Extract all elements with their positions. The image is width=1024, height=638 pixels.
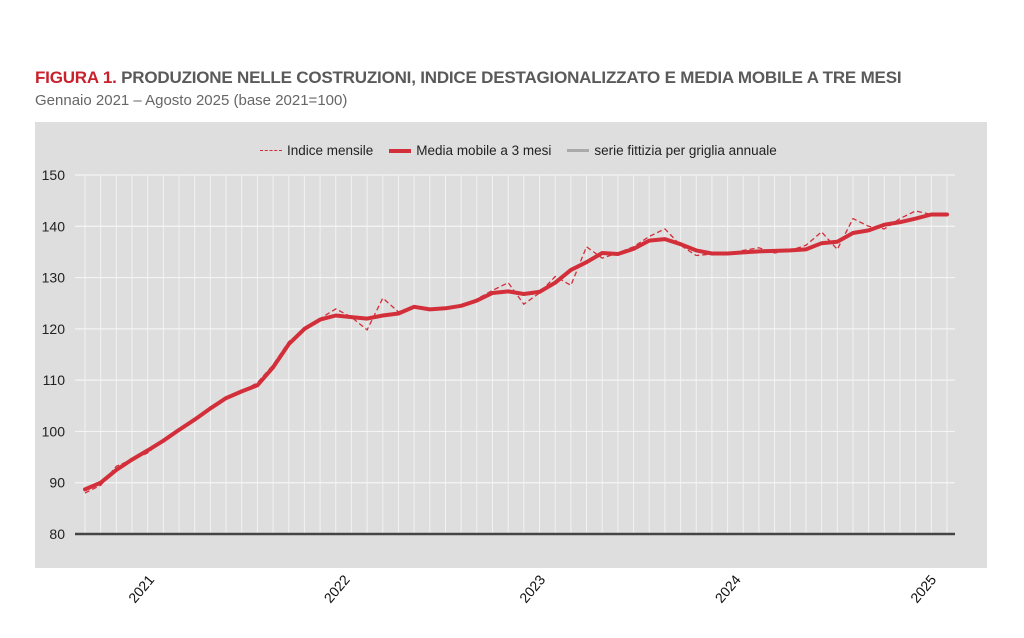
y-tick-label: 80	[49, 526, 65, 542]
legend-label: serie fittizia per griglia annuale	[594, 143, 777, 158]
y-tick-label: 110	[43, 372, 66, 388]
x-tick-label: 2022	[321, 571, 353, 605]
figure-number: FIGURA 1.	[35, 68, 117, 87]
x-tick-label: 2021	[125, 571, 157, 605]
y-tick-label: 130	[42, 270, 66, 286]
chart-subtitle: Gennaio 2021 – Agosto 2025 (base 2021=10…	[35, 92, 348, 109]
legend-item-monthly: Indice mensile	[260, 143, 373, 158]
y-tick-label: 150	[42, 167, 66, 183]
legend-swatch-dashed	[260, 150, 282, 151]
legend: Indice mensile Media mobile a 3 mesi ser…	[260, 143, 777, 158]
series-line-monthly-index	[84, 210, 948, 494]
chart-panel	[35, 122, 987, 568]
y-tick-label: 120	[42, 321, 66, 337]
legend-swatch-solid	[389, 148, 412, 153]
x-tick-label: 2023	[516, 571, 548, 605]
legend-swatch-gray	[567, 149, 590, 152]
title-text: PRODUZIONE NELLE COSTRUZIONI, INDICE DES…	[121, 68, 902, 87]
legend-item-moving-average: Media mobile a 3 mesi	[389, 143, 551, 158]
legend-label: Media mobile a 3 mesi	[416, 143, 552, 158]
legend-item-grid-series: serie fittizia per griglia annuale	[567, 143, 777, 158]
x-tick-label: 2024	[712, 571, 744, 605]
legend-label: Indice mensile	[287, 143, 374, 158]
y-tick-label: 100	[42, 423, 66, 439]
x-tick-label: 2025	[907, 571, 939, 605]
chart-title: FIGURA 1. PRODUZIONE NELLE COSTRUZIONI, …	[35, 68, 902, 88]
series-line-moving-average	[83, 212, 949, 492]
y-tick-label: 140	[42, 218, 66, 234]
y-tick-label: 90	[49, 475, 65, 491]
